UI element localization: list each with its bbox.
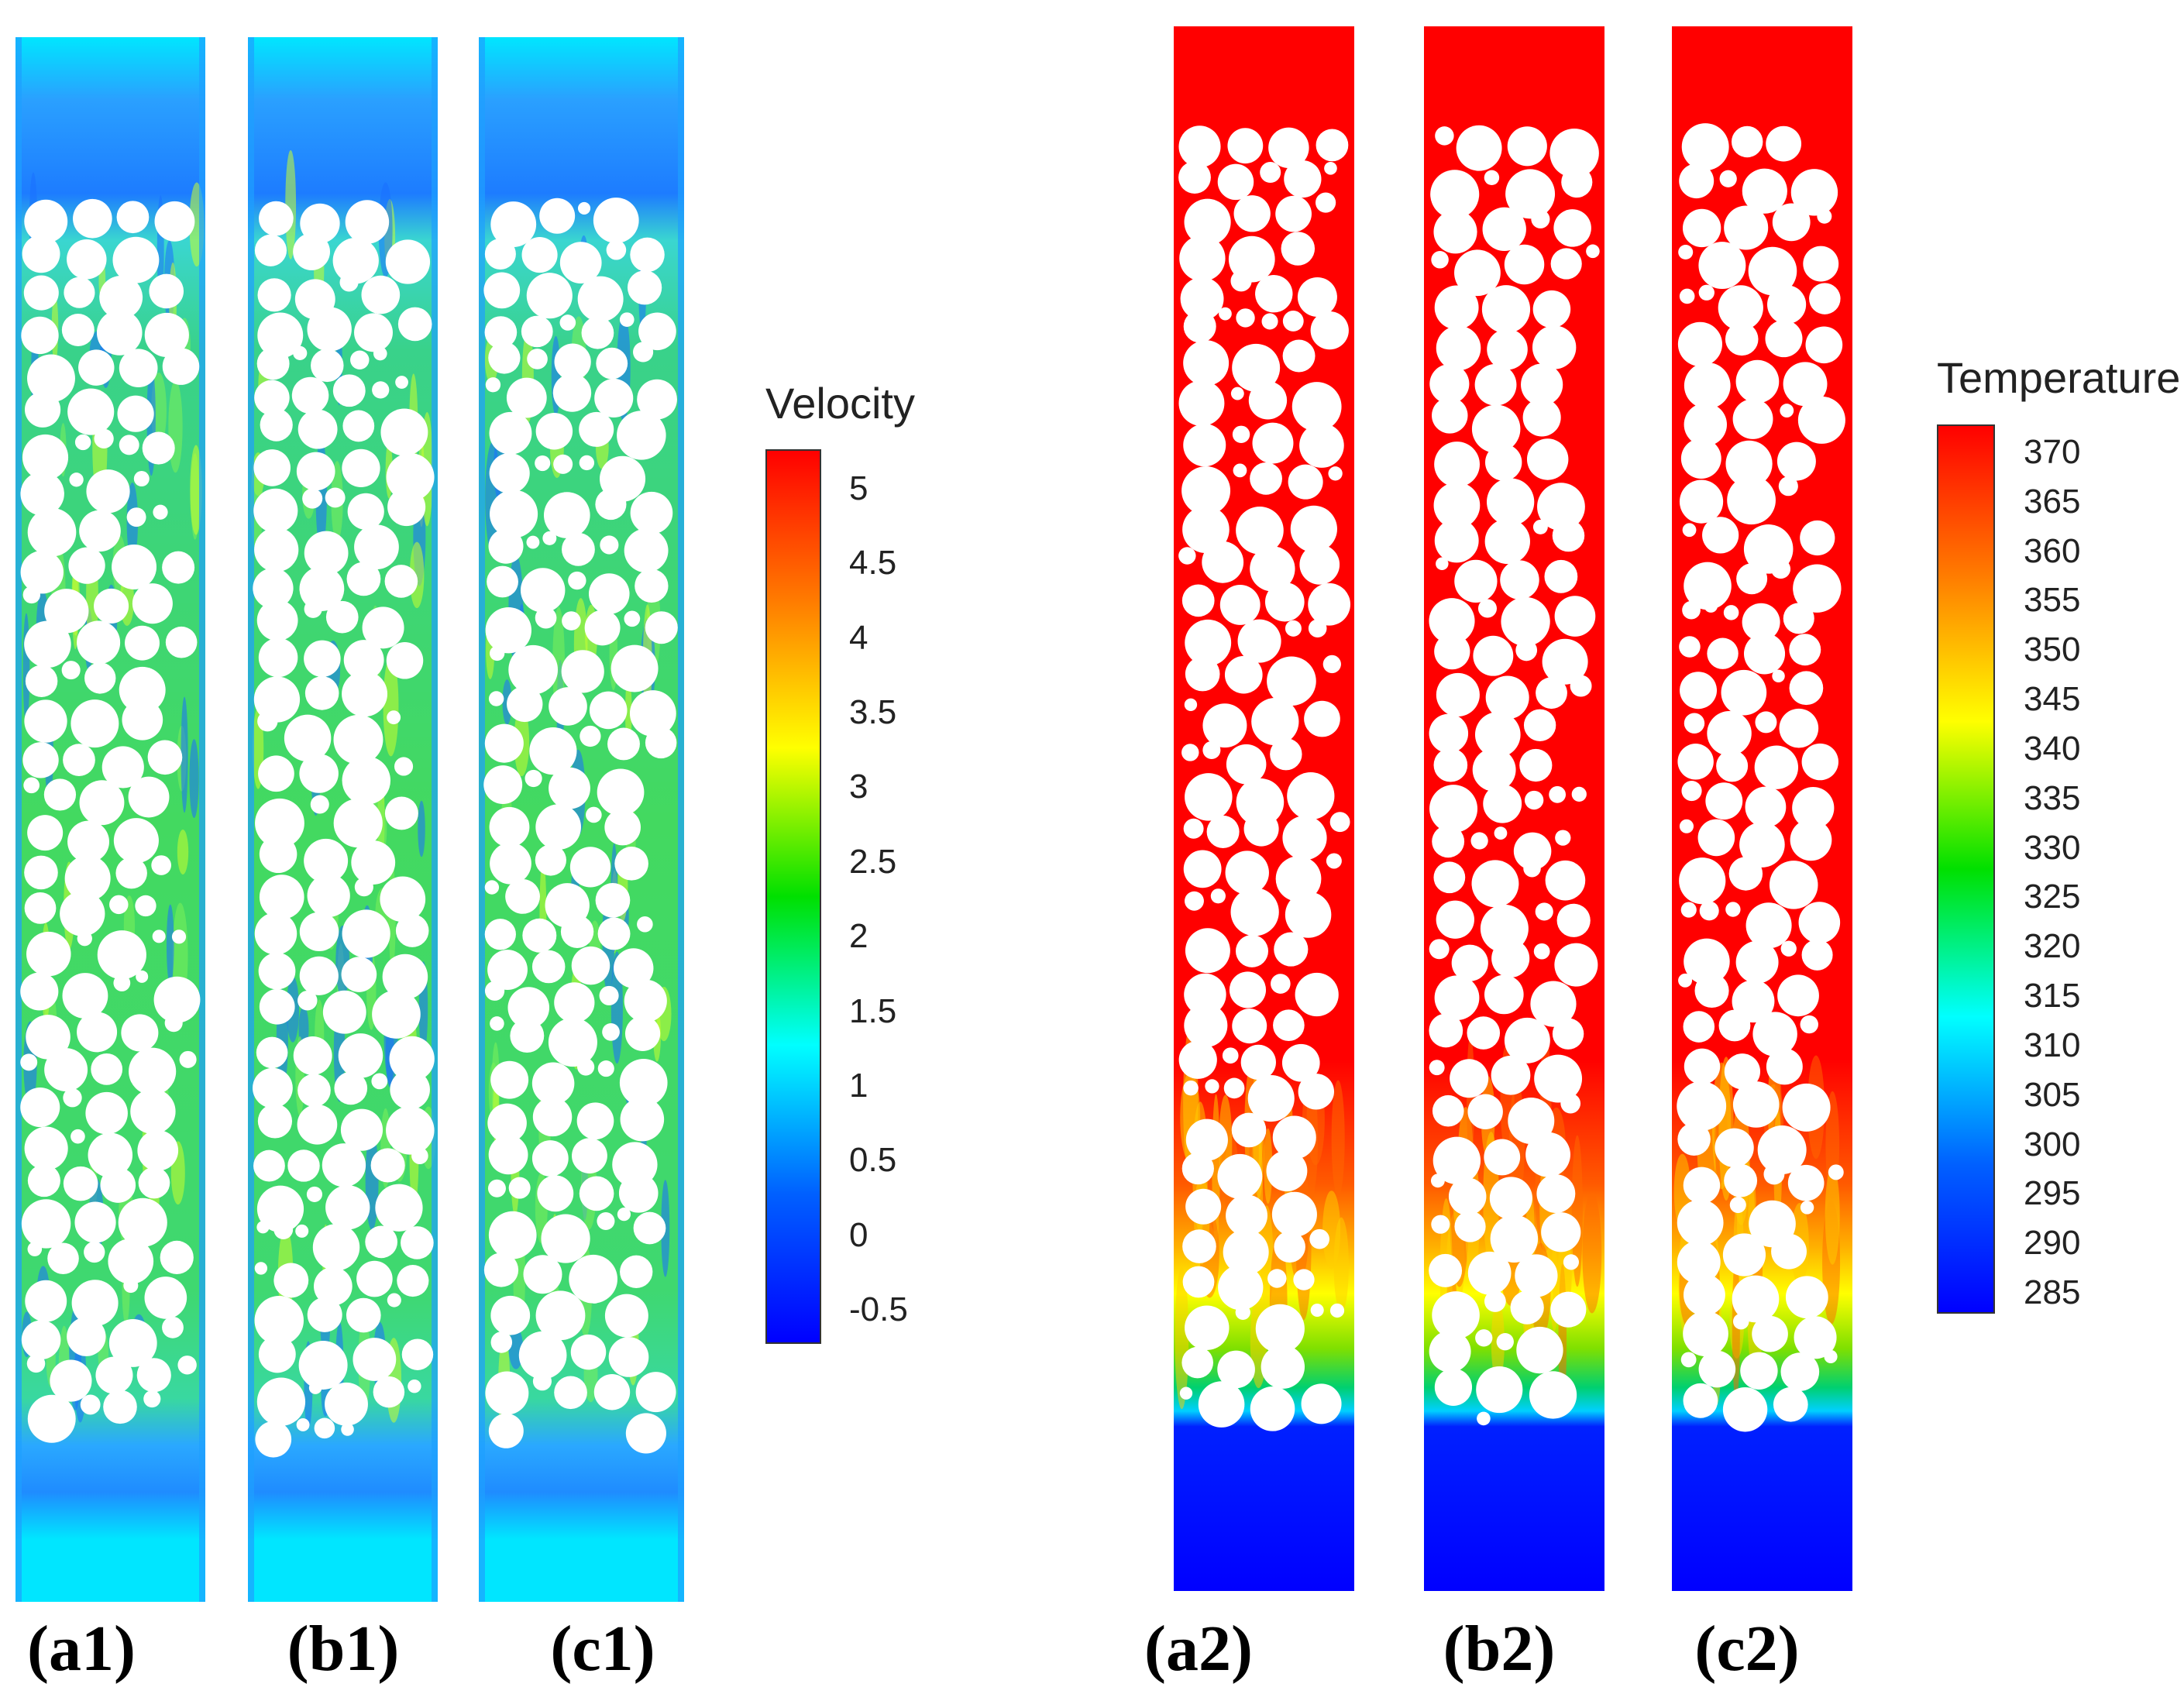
temperature-field-a2 bbox=[1174, 26, 1354, 1591]
velocity-field-b1 bbox=[248, 37, 438, 1602]
velocity-tick-label: 2 bbox=[849, 917, 868, 956]
velocity-legend-title: Velocity bbox=[765, 379, 915, 428]
velocity-colorbar bbox=[765, 449, 821, 1344]
temperature-tick-label: 330 bbox=[2024, 828, 2081, 867]
temperature-tick-label: 290 bbox=[2024, 1224, 2081, 1263]
velocity-tick-label: 1.5 bbox=[849, 991, 897, 1030]
velocity-tick-label: -0.5 bbox=[849, 1290, 908, 1328]
velocity-tick-label: 3.5 bbox=[849, 693, 897, 732]
temperature-tick-label: 335 bbox=[2024, 778, 2081, 817]
velocity-tick-label: 0.5 bbox=[849, 1141, 897, 1180]
velocity-tick-label: 0 bbox=[849, 1215, 868, 1254]
temperature-tick-label: 370 bbox=[2024, 433, 2081, 471]
temperature-tick-label: 285 bbox=[2024, 1273, 2081, 1311]
panel-label-b1: (b1) bbox=[287, 1613, 400, 1685]
velocity-tick-label: 3 bbox=[849, 768, 868, 806]
temperature-tick-label: 340 bbox=[2024, 729, 2081, 768]
temperature-tick-label: 325 bbox=[2024, 878, 2081, 916]
panel-c2-temperature bbox=[1672, 26, 1852, 1591]
temperature-field-b2 bbox=[1424, 26, 1604, 1591]
temperature-tick-label: 295 bbox=[2024, 1174, 2081, 1213]
velocity-tick-label: 1 bbox=[849, 1066, 868, 1105]
temperature-tick-label: 320 bbox=[2024, 927, 2081, 966]
temperature-field-c2 bbox=[1672, 26, 1852, 1591]
panel-label-b2: (b2) bbox=[1443, 1613, 1556, 1685]
temperature-colorbar bbox=[1937, 424, 1995, 1314]
temperature-tick-label: 300 bbox=[2024, 1125, 2081, 1163]
panel-c1-velocity bbox=[479, 37, 684, 1602]
velocity-field-c1 bbox=[479, 37, 684, 1602]
temperature-tick-label: 355 bbox=[2024, 581, 2081, 620]
temperature-tick-label: 360 bbox=[2024, 531, 2081, 570]
temperature-tick-label: 345 bbox=[2024, 680, 2081, 719]
velocity-tick-label: 5 bbox=[849, 469, 868, 507]
panel-a2-temperature bbox=[1174, 26, 1354, 1591]
velocity-field-a1 bbox=[15, 37, 205, 1602]
temperature-tick-label: 315 bbox=[2024, 977, 2081, 1015]
panel-b2-temperature bbox=[1424, 26, 1604, 1591]
temperature-tick-label: 310 bbox=[2024, 1026, 2081, 1064]
panel-label-a1: (a1) bbox=[27, 1613, 136, 1685]
panel-label-c1: (c1) bbox=[550, 1613, 655, 1685]
temperature-tick-label: 305 bbox=[2024, 1075, 2081, 1114]
panel-b1-velocity bbox=[248, 37, 438, 1602]
temperature-tick-label: 350 bbox=[2024, 631, 2081, 669]
velocity-tick-label: 2.5 bbox=[849, 842, 897, 881]
velocity-tick-label: 4.5 bbox=[849, 544, 897, 582]
panel-a1-velocity bbox=[15, 37, 205, 1602]
temperature-legend-title: Temperature bbox=[1937, 353, 2181, 402]
panel-label-a2: (a2) bbox=[1144, 1613, 1253, 1685]
velocity-tick-label: 4 bbox=[849, 618, 868, 657]
panel-label-c2: (c2) bbox=[1694, 1613, 1800, 1685]
temperature-tick-label: 365 bbox=[2024, 482, 2081, 521]
